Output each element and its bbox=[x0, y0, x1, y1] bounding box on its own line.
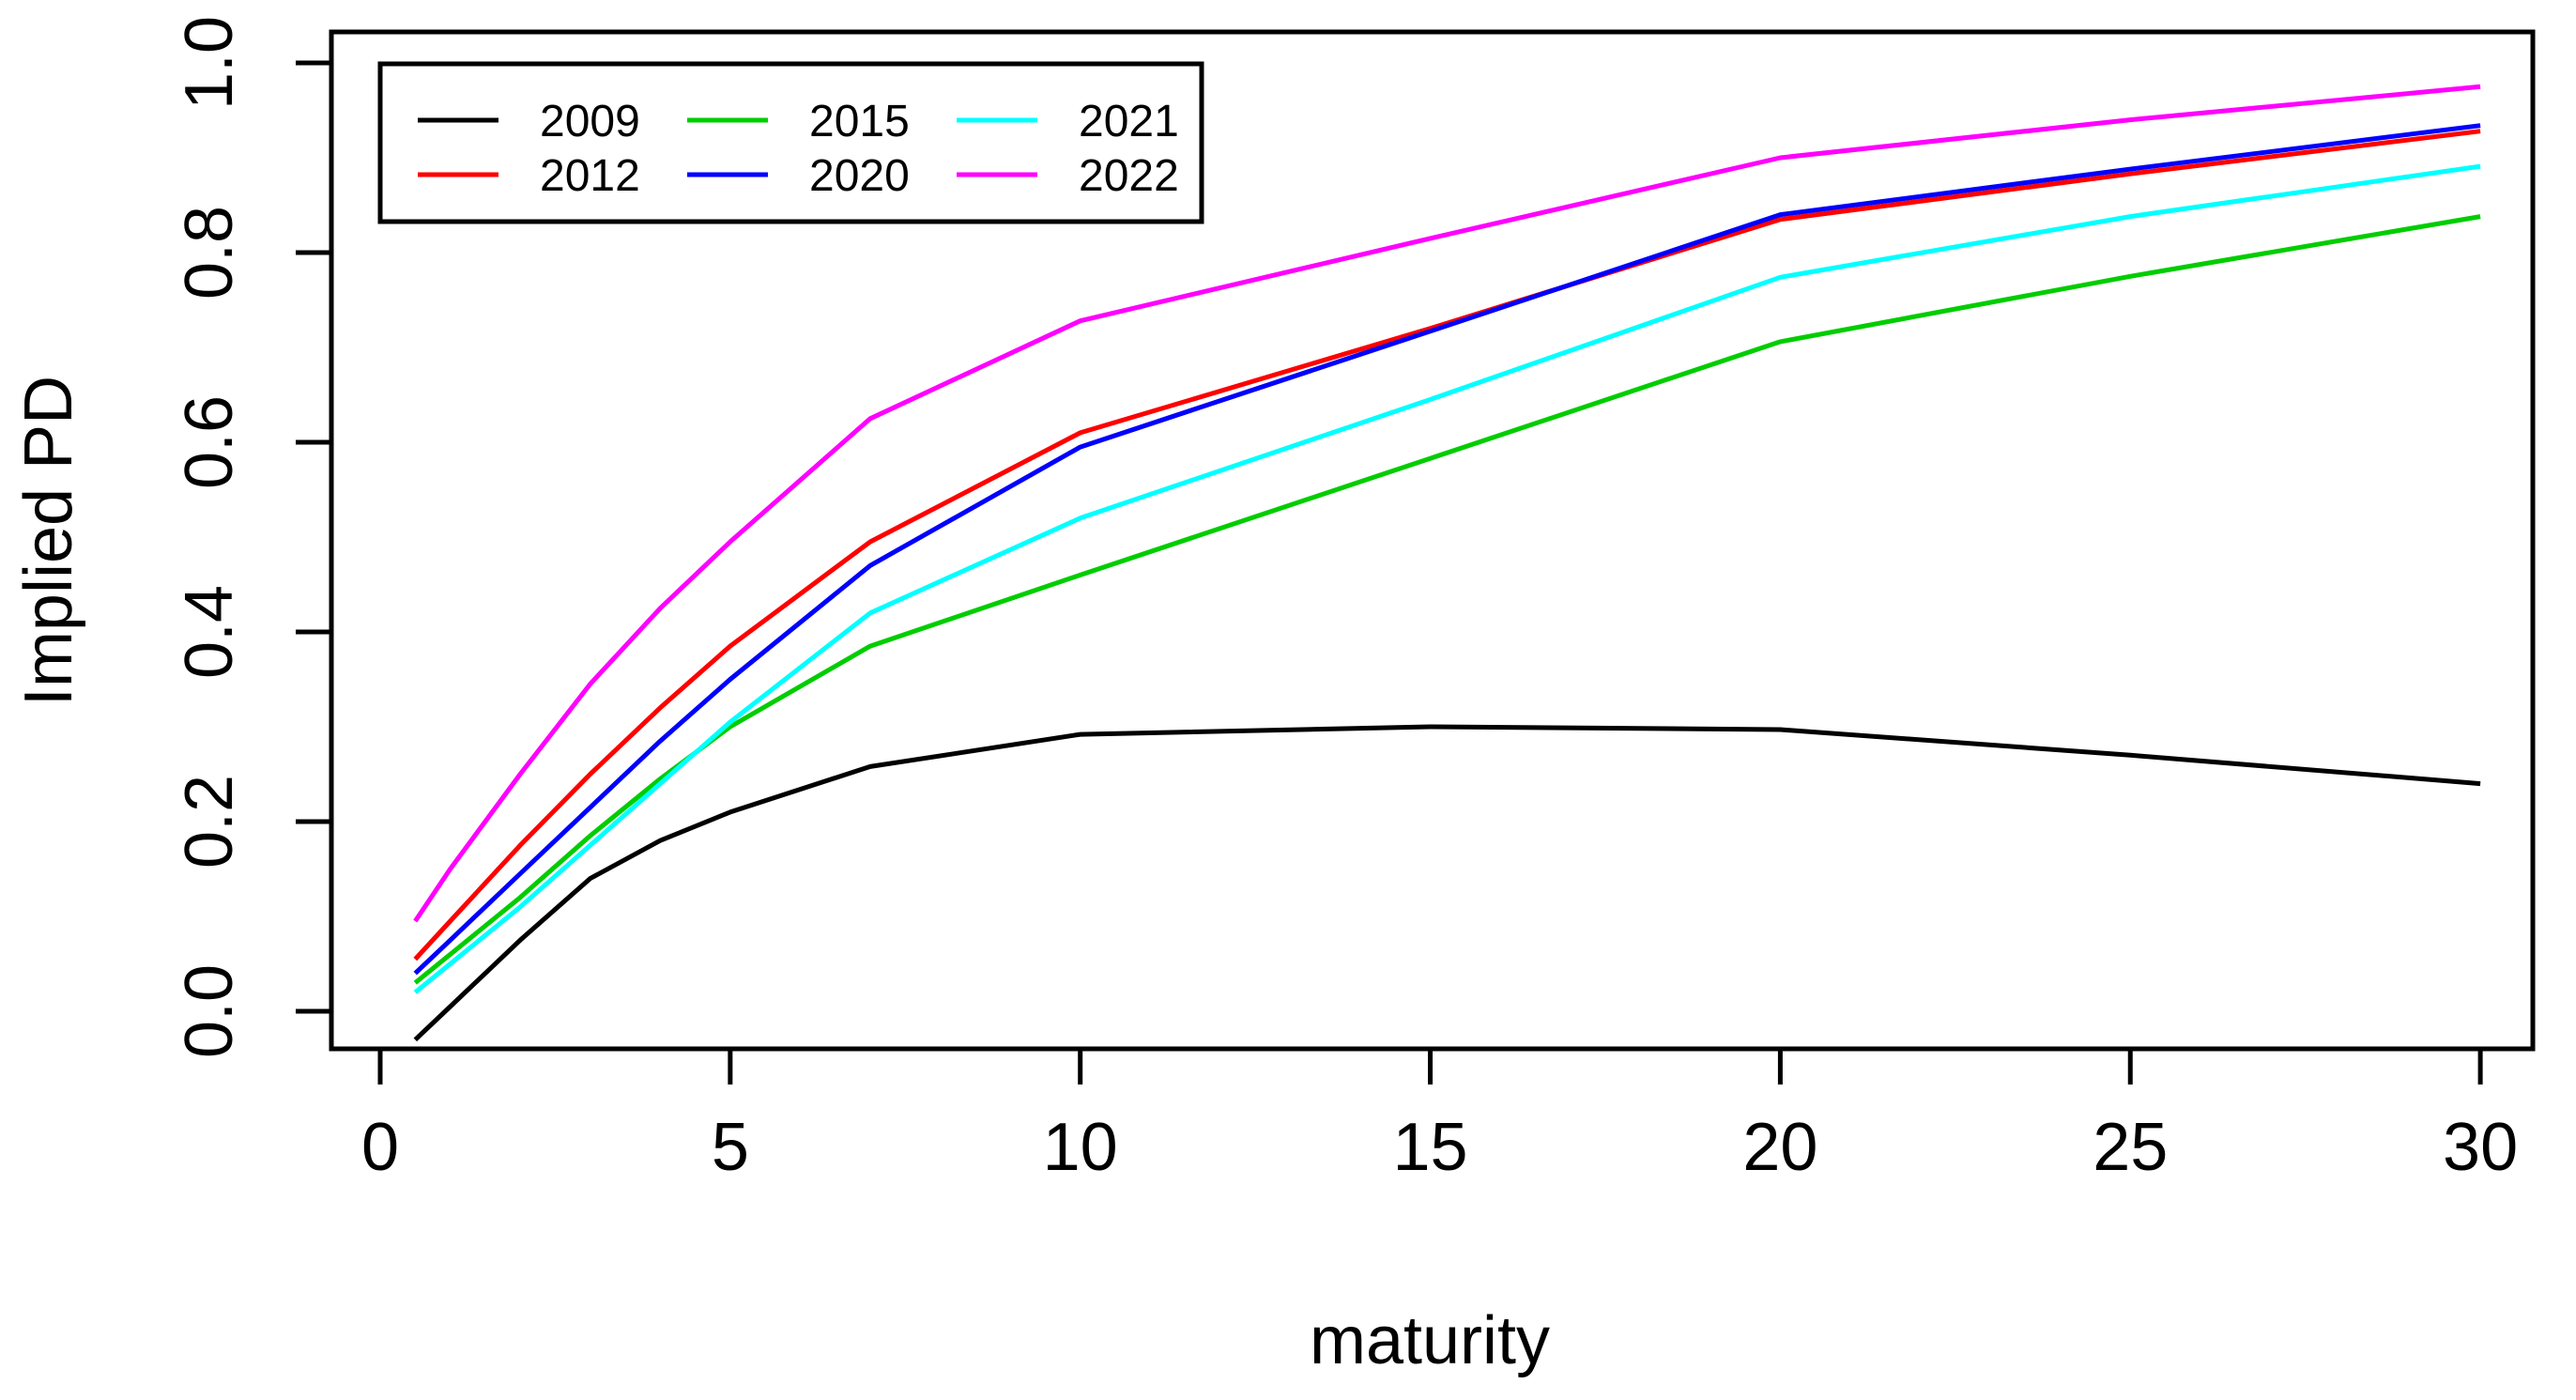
legend-box bbox=[377, 61, 1204, 224]
y-tick-label: 0.4 bbox=[172, 585, 247, 679]
legend-label-2021: 2021 bbox=[1079, 97, 1179, 146]
series-line-2012 bbox=[413, 129, 2481, 962]
y-tick-label: 1.0 bbox=[172, 16, 247, 110]
series-line-2009 bbox=[413, 724, 2481, 1042]
legend-label-2009: 2009 bbox=[540, 97, 640, 146]
x-axis: 0 5 10 15 20 25 30 bbox=[361, 1049, 2518, 1185]
x-tick-label: 20 bbox=[1742, 1110, 1817, 1185]
legend-label-2022: 2022 bbox=[1079, 151, 1179, 201]
series-line-2020 bbox=[413, 123, 2481, 976]
y-tick-label: 0.6 bbox=[172, 395, 247, 489]
x-tick-label: 5 bbox=[712, 1110, 749, 1185]
x-tick-label: 25 bbox=[2093, 1110, 2168, 1185]
series-line-2015 bbox=[413, 214, 2481, 985]
x-tick-label: 15 bbox=[1393, 1110, 1468, 1185]
series-line-2022 bbox=[413, 84, 2481, 923]
series-lines bbox=[413, 84, 2481, 1042]
legend: 2009 2012 2015 2020 2021 2022 bbox=[377, 61, 1204, 224]
legend-label-2015: 2015 bbox=[809, 97, 910, 146]
x-tick-label: 30 bbox=[2443, 1110, 2518, 1185]
x-axis-title: maturity bbox=[1310, 1303, 1550, 1378]
y-tick-label: 0.0 bbox=[172, 964, 247, 1058]
x-tick-label: 0 bbox=[361, 1110, 399, 1185]
series-line-2021 bbox=[413, 163, 2481, 994]
legend-label-2020: 2020 bbox=[809, 151, 910, 201]
y-axis-title: Implied PD bbox=[11, 376, 86, 706]
x-tick-label: 10 bbox=[1043, 1110, 1118, 1185]
y-tick-label: 0.8 bbox=[172, 206, 247, 300]
y-axis: 0.0 0.2 0.4 0.6 0.8 1.0 bbox=[172, 16, 331, 1058]
legend-label-2012: 2012 bbox=[540, 151, 640, 201]
y-tick-label: 0.2 bbox=[172, 775, 247, 869]
